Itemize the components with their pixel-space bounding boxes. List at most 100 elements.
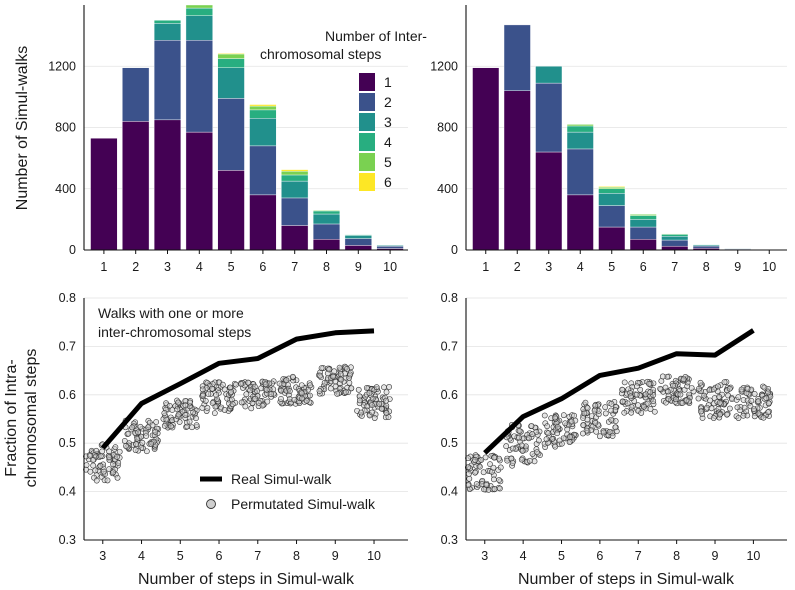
line-legend: Real Simul-walk Permutated Simul-walk bbox=[200, 471, 376, 512]
bl-perm-point-6 bbox=[233, 381, 239, 388]
bl-perm-point-5 bbox=[161, 410, 168, 417]
tl-bar-3-s1 bbox=[153, 119, 182, 251]
tl-bar-9-s1 bbox=[344, 245, 372, 251]
annotation-line1: Walks with one or more bbox=[98, 305, 244, 321]
bl-ytick-label: 0.3 bbox=[59, 533, 76, 547]
br-perm-point-6 bbox=[580, 422, 587, 428]
bl-perm-point-8 bbox=[291, 396, 298, 403]
br-perm-point-7 bbox=[621, 409, 628, 416]
br-perm-point-8 bbox=[659, 373, 666, 380]
tl-bar-6-s6 bbox=[249, 104, 277, 107]
tr-bar-5-s1 bbox=[598, 226, 626, 251]
bl-perm-point-10 bbox=[355, 386, 362, 393]
br-perm-point-4 bbox=[518, 442, 525, 449]
top-ylabel: Number of Simul-walks bbox=[14, 46, 31, 210]
br-perm-point-9 bbox=[715, 383, 721, 390]
tr-bar-5-s4 bbox=[598, 188, 626, 194]
bl-perm-point-7 bbox=[264, 398, 271, 405]
bl-perm-point-8 bbox=[276, 380, 283, 387]
br-perm-point-9 bbox=[695, 395, 702, 402]
br-perm-point-9 bbox=[697, 379, 704, 386]
bl-real-line bbox=[100, 328, 375, 450]
bl-perm-point-9 bbox=[336, 364, 343, 371]
br-perm-point-10 bbox=[738, 386, 745, 393]
br-perm-point-7 bbox=[635, 402, 641, 409]
br-perm-point-3 bbox=[476, 463, 483, 470]
tr-bar-6-s4 bbox=[629, 215, 657, 220]
bar-legend-label-2: 2 bbox=[384, 94, 392, 110]
br-perm-point-4 bbox=[535, 437, 542, 444]
br-perm-point-4 bbox=[534, 449, 540, 456]
bl-perm-point-9 bbox=[330, 373, 337, 380]
bar-legend-label-3: 3 bbox=[384, 114, 392, 130]
br-perm-point-4 bbox=[525, 435, 532, 442]
br-ytick-label: 0.5 bbox=[441, 436, 458, 450]
bl-perm-point-6 bbox=[221, 407, 228, 413]
tl-ytick-label: 0 bbox=[69, 243, 76, 257]
br-perm-point-4 bbox=[503, 443, 510, 450]
tr-ytick-label: 400 bbox=[437, 182, 458, 196]
bl-xtick-label: 7 bbox=[254, 549, 261, 563]
tl-bar-8-s3 bbox=[312, 213, 341, 225]
tl-ytick-label: 400 bbox=[55, 182, 76, 196]
bl-perm-point-5 bbox=[182, 411, 189, 418]
tl-bar-6-s2 bbox=[249, 145, 277, 196]
panel-top-left: 0 400 800 1200 1 2 3 4 5 6 7 8 9 10 bbox=[48, 4, 408, 274]
br-perm-point-8 bbox=[680, 376, 687, 382]
br-perm-point-7 bbox=[650, 398, 657, 405]
tl-bar-5-s1 bbox=[217, 170, 245, 251]
br-xtick-label: 3 bbox=[481, 549, 488, 563]
panel-bottom-left: 0.3 0.4 0.5 0.6 0.7 0.8 3 4 5 6 7 8 9 10 bbox=[59, 291, 408, 563]
tr-bar-8-s2 bbox=[692, 245, 720, 249]
bl-perm-point-9 bbox=[338, 376, 345, 383]
bl-perm-point-6 bbox=[209, 385, 215, 392]
tl-bar-9-s4 bbox=[344, 234, 372, 236]
br-perm-point-5 bbox=[543, 436, 550, 443]
tr-xtick-label: 1 bbox=[482, 260, 489, 274]
bl-perm-point-3 bbox=[90, 462, 97, 469]
br-perm-point-9 bbox=[716, 393, 722, 400]
br-perm-point-9 bbox=[710, 415, 717, 421]
br-perm-point-5 bbox=[544, 423, 551, 430]
br-ytick-label: 0.4 bbox=[441, 485, 458, 499]
bl-perm-point-3 bbox=[116, 448, 123, 455]
bl-xtick-label: 6 bbox=[216, 549, 223, 563]
bl-perm-point-9 bbox=[334, 390, 341, 397]
br-perm-point-6 bbox=[593, 428, 600, 435]
tl-bar-1-s1 bbox=[90, 138, 118, 251]
tl-xtick-label: 2 bbox=[132, 260, 139, 274]
panel-bottom-right: 0.3 0.4 0.5 0.6 0.7 0.8 3 4 5 6 7 8 9 10 bbox=[441, 291, 787, 563]
br-perm-point-6 bbox=[608, 407, 614, 414]
bl-perm-point-4 bbox=[138, 433, 145, 440]
tl-bar-4-s2 bbox=[185, 40, 213, 133]
br-perm-point-3 bbox=[491, 454, 498, 461]
bl-xtick-label: 3 bbox=[99, 549, 106, 563]
bl-perm-point-3 bbox=[90, 457, 96, 463]
bl-perm-point-8 bbox=[303, 397, 310, 404]
bl-perm-point-4 bbox=[137, 423, 144, 430]
bl-perm-point-10 bbox=[383, 410, 390, 416]
bl-perm-point-9 bbox=[317, 372, 323, 379]
bl-perm-point-7 bbox=[245, 379, 252, 386]
bl-perm-point-7 bbox=[242, 403, 249, 410]
bl-perm-point-8 bbox=[289, 373, 296, 380]
bl-perm-point-4 bbox=[123, 443, 129, 449]
br-perm-point-3 bbox=[497, 464, 504, 471]
bl-perm-point-6 bbox=[209, 400, 216, 406]
bl-perm-point-5 bbox=[190, 409, 197, 416]
br-perm-point-4 bbox=[531, 458, 538, 465]
bl-perm-point-10 bbox=[376, 400, 383, 407]
tl-xtick-label: 7 bbox=[291, 260, 298, 274]
bl-perm-point-3 bbox=[100, 468, 107, 475]
br-perm-point-7 bbox=[619, 386, 626, 393]
bl-perm-point-5 bbox=[174, 406, 181, 413]
tr-bar-3-s3 bbox=[535, 66, 563, 84]
br-perm-point-10 bbox=[751, 390, 758, 397]
bl-perm-point-8 bbox=[307, 382, 313, 389]
br-xtick-label: 7 bbox=[635, 549, 642, 563]
bl-perm-point-4 bbox=[143, 433, 150, 439]
bottom-ylabel-line1: Fraction of Intra- bbox=[3, 359, 20, 476]
tl-bar-7-s6 bbox=[281, 169, 309, 172]
bl-perm-point-3 bbox=[114, 474, 121, 481]
br-perm-point-7 bbox=[647, 389, 654, 396]
